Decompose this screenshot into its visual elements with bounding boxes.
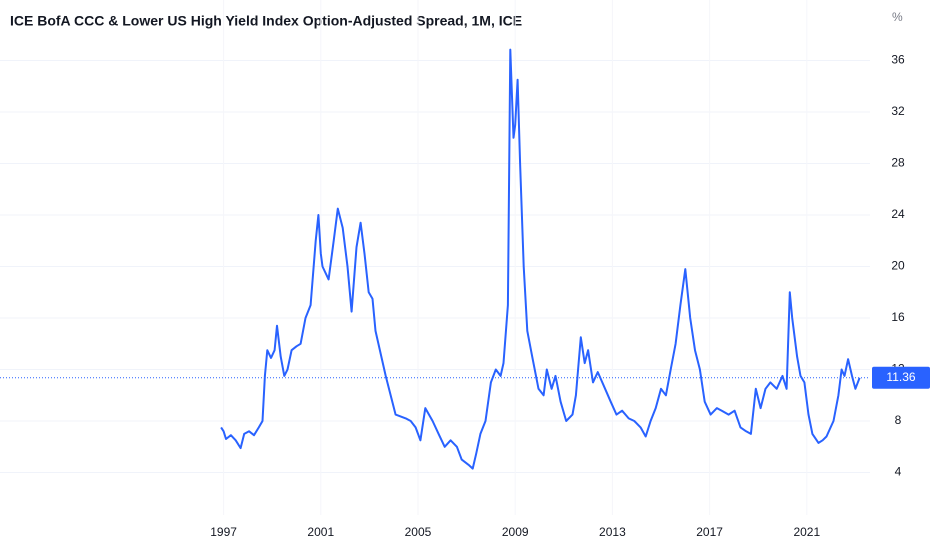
y-tick-label: 20 [891, 259, 905, 273]
y-tick-label: 28 [891, 156, 905, 170]
x-tick-label: 2017 [696, 525, 723, 539]
y-tick-label: 16 [891, 310, 905, 324]
y-tick-label: 8 [895, 413, 902, 427]
x-tick-label: 2013 [599, 525, 626, 539]
y-tick-label: 36 [891, 53, 905, 67]
chart-title: ICE BofA CCC & Lower US High Yield Index… [10, 13, 522, 29]
x-tick-label: 1997 [210, 525, 237, 539]
y-tick-label: 4 [895, 465, 902, 479]
x-tick-label: 2001 [307, 525, 334, 539]
y-tick-label: 32 [891, 104, 905, 118]
x-tick-label: 2009 [502, 525, 529, 539]
series-line [220, 48, 861, 470]
x-tick-label: 2005 [405, 525, 432, 539]
x-tick-label: 2021 [793, 525, 820, 539]
y-unit: % [892, 10, 903, 24]
last-value-box [872, 366, 930, 389]
last-value-label: 11.36 [886, 370, 915, 384]
y-tick-label: 24 [891, 207, 905, 221]
